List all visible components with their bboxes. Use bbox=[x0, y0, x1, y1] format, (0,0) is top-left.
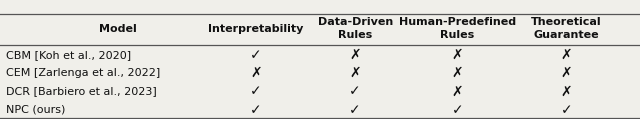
Text: ✗: ✗ bbox=[452, 84, 463, 99]
Text: ✓: ✓ bbox=[250, 84, 262, 99]
Text: ✗: ✗ bbox=[561, 48, 572, 62]
Text: ✓: ✓ bbox=[561, 103, 572, 117]
Text: ✗: ✗ bbox=[349, 66, 361, 80]
Text: ✗: ✗ bbox=[561, 84, 572, 99]
Text: Data-Driven
Rules: Data-Driven Rules bbox=[317, 17, 393, 40]
Text: ✗: ✗ bbox=[452, 48, 463, 62]
Text: ✓: ✓ bbox=[250, 103, 262, 117]
Text: DCR [Barbiero et al., 2023]: DCR [Barbiero et al., 2023] bbox=[6, 87, 157, 97]
Text: ✗: ✗ bbox=[452, 66, 463, 80]
Text: ✓: ✓ bbox=[349, 103, 361, 117]
Text: ✗: ✗ bbox=[561, 66, 572, 80]
Text: Model: Model bbox=[99, 24, 137, 34]
Text: NPC (ours): NPC (ours) bbox=[6, 105, 66, 115]
Text: CBM [Koh et al., 2020]: CBM [Koh et al., 2020] bbox=[6, 50, 132, 60]
Text: ✓: ✓ bbox=[349, 84, 361, 99]
Text: ✗: ✗ bbox=[250, 66, 262, 80]
Text: CEM [Zarlenga et al., 2022]: CEM [Zarlenga et al., 2022] bbox=[6, 68, 161, 78]
Text: Theoretical
Guarantee: Theoretical Guarantee bbox=[531, 17, 602, 40]
Text: Interpretability: Interpretability bbox=[208, 24, 304, 34]
Text: ✓: ✓ bbox=[250, 48, 262, 62]
Text: ✗: ✗ bbox=[349, 48, 361, 62]
Text: ✓: ✓ bbox=[452, 103, 463, 117]
Text: Human-Predefined
Rules: Human-Predefined Rules bbox=[399, 17, 516, 40]
